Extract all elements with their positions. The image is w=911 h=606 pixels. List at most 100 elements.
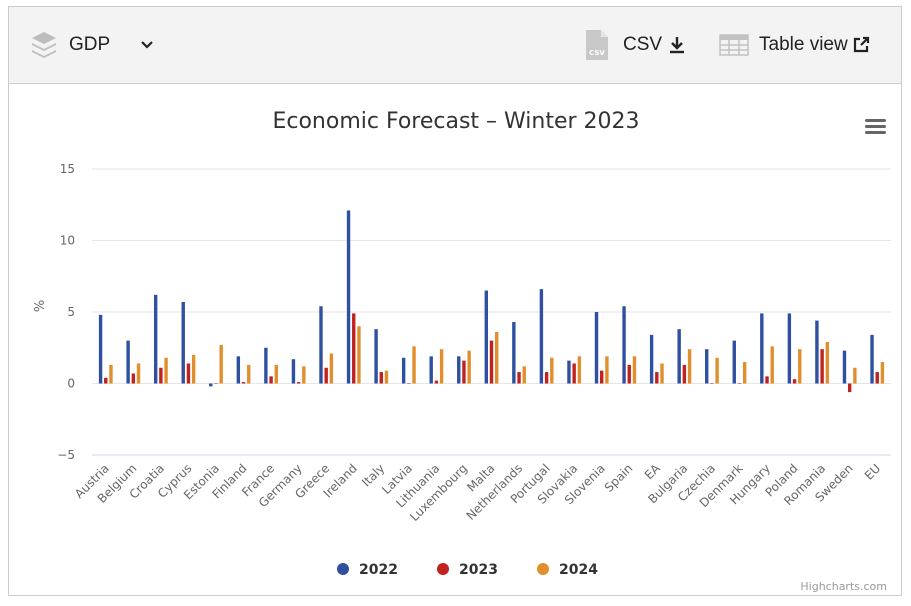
chart-menu-button[interactable] bbox=[864, 116, 886, 136]
bar-2022-spain[interactable] bbox=[622, 306, 626, 384]
bar-2023-denmark[interactable] bbox=[737, 383, 742, 385]
bar-2024-luxembourg[interactable] bbox=[467, 350, 471, 384]
bar-2022-belgium[interactable] bbox=[126, 340, 130, 384]
x-tick-label: EU bbox=[862, 461, 883, 482]
bar-2023-hungary[interactable] bbox=[765, 376, 769, 384]
indicator-dropdown[interactable]: GDP bbox=[31, 7, 154, 83]
bar-2022-italy[interactable] bbox=[374, 329, 378, 384]
bar-2023-austria[interactable] bbox=[104, 377, 108, 384]
bar-2024-germany[interactable] bbox=[302, 366, 306, 384]
bar-2023-ireland[interactable] bbox=[352, 313, 356, 384]
bar-2023-luxembourg[interactable] bbox=[462, 360, 466, 384]
bar-2024-ireland[interactable] bbox=[357, 326, 361, 384]
bar-2023-bulgaria[interactable] bbox=[682, 364, 687, 384]
bar-2022-croatia[interactable] bbox=[153, 294, 158, 384]
bar-2023-ea[interactable] bbox=[655, 372, 659, 384]
bar-2024-slovenia[interactable] bbox=[605, 356, 609, 384]
bar-2022-ireland[interactable] bbox=[346, 210, 351, 384]
bar-2023-malta[interactable] bbox=[489, 340, 494, 384]
bar-2022-latvia[interactable] bbox=[401, 357, 406, 384]
bar-2024-belgium[interactable] bbox=[136, 363, 141, 384]
bar-2022-slovenia[interactable] bbox=[594, 312, 599, 384]
bar-2022-lithuania[interactable] bbox=[429, 356, 433, 384]
legend-item-2024[interactable]: 2024 bbox=[537, 562, 598, 578]
bar-2024-austria[interactable] bbox=[109, 364, 113, 384]
bar-2023-slovenia[interactable] bbox=[600, 370, 604, 384]
bar-2024-finland[interactable] bbox=[247, 364, 251, 384]
bar-2024-romania[interactable] bbox=[825, 342, 830, 384]
bar-2022-slovakia[interactable] bbox=[567, 360, 571, 384]
bar-2024-sweden[interactable] bbox=[853, 367, 857, 384]
legend-label: 2022 bbox=[359, 562, 398, 578]
bar-2022-cyprus[interactable] bbox=[181, 301, 185, 384]
bar-2023-cyprus[interactable] bbox=[186, 363, 191, 384]
bar-2023-italy[interactable] bbox=[379, 372, 383, 384]
bar-2022-france[interactable] bbox=[264, 347, 268, 384]
bar-2022-bulgaria[interactable] bbox=[677, 329, 681, 384]
bar-2024-lithuania[interactable] bbox=[439, 349, 444, 384]
bar-2022-poland[interactable] bbox=[787, 313, 792, 384]
bar-2024-italy[interactable] bbox=[384, 370, 389, 384]
bar-2023-lithuania[interactable] bbox=[434, 380, 439, 384]
bar-2023-estonia[interactable] bbox=[214, 383, 218, 385]
bar-2024-poland[interactable] bbox=[798, 349, 802, 384]
bar-2022-malta[interactable] bbox=[484, 290, 488, 384]
bar-2022-greece[interactable] bbox=[319, 306, 323, 384]
layers-icon bbox=[32, 32, 56, 58]
legend-marker bbox=[437, 563, 449, 575]
bar-2023-belgium[interactable] bbox=[131, 373, 136, 384]
table-view-button[interactable]: Table view bbox=[719, 7, 870, 83]
bar-2024-malta[interactable] bbox=[495, 332, 499, 384]
bar-2023-latvia[interactable] bbox=[407, 383, 411, 385]
bar-2023-romania[interactable] bbox=[820, 349, 824, 384]
bar-2022-hungary[interactable] bbox=[760, 313, 764, 384]
bar-2022-sweden[interactable] bbox=[842, 350, 847, 384]
bar-2024-france[interactable] bbox=[274, 364, 278, 384]
bar-2022-austria[interactable] bbox=[98, 314, 103, 384]
bar-2023-finland[interactable] bbox=[241, 382, 246, 384]
legend-item-2022[interactable]: 2022 bbox=[337, 562, 398, 578]
bar-2024-greece[interactable] bbox=[329, 353, 334, 384]
bar-2024-spain[interactable] bbox=[632, 356, 637, 384]
bar-2023-netherlands[interactable] bbox=[517, 372, 521, 384]
bar-2024-denmark[interactable] bbox=[742, 362, 747, 384]
bar-2024-slovakia[interactable] bbox=[577, 356, 582, 384]
bar-2022-denmark[interactable] bbox=[732, 340, 736, 384]
bar-2024-hungary[interactable] bbox=[770, 346, 774, 384]
bar-2023-portugal[interactable] bbox=[544, 372, 549, 384]
bar-2023-greece[interactable] bbox=[324, 367, 328, 384]
credits-text[interactable]: Highcharts.com bbox=[800, 580, 887, 593]
bar-2024-czechia[interactable] bbox=[715, 357, 719, 384]
bar-2023-sweden[interactable] bbox=[847, 383, 852, 393]
bar-2022-eu[interactable] bbox=[870, 334, 874, 384]
bar-2024-portugal[interactable] bbox=[550, 357, 554, 384]
bar-2022-romania[interactable] bbox=[815, 320, 819, 384]
bar-2023-eu[interactable] bbox=[875, 372, 879, 384]
bar-2024-ea[interactable] bbox=[660, 363, 664, 384]
bar-2024-eu[interactable] bbox=[880, 362, 885, 384]
bar-2022-czechia[interactable] bbox=[705, 349, 709, 384]
bar-2022-ea[interactable] bbox=[649, 334, 654, 384]
bar-2023-france[interactable] bbox=[269, 376, 273, 384]
bar-2024-croatia[interactable] bbox=[164, 357, 168, 384]
bar-2022-netherlands[interactable] bbox=[512, 322, 516, 384]
bar-2023-germany[interactable] bbox=[296, 382, 301, 384]
bar-2024-estonia[interactable] bbox=[219, 344, 223, 384]
bar-2023-slovakia[interactable] bbox=[572, 363, 576, 384]
bar-2022-finland[interactable] bbox=[236, 356, 241, 384]
bar-2024-cyprus[interactable] bbox=[191, 354, 196, 384]
bar-2024-netherlands[interactable] bbox=[522, 366, 526, 384]
bar-2022-luxembourg[interactable] bbox=[457, 356, 461, 384]
bar-2023-croatia[interactable] bbox=[159, 367, 163, 384]
bar-2023-spain[interactable] bbox=[627, 364, 631, 384]
bar-2023-czechia[interactable] bbox=[710, 383, 714, 385]
bar-2022-germany[interactable] bbox=[291, 359, 296, 384]
bar-2024-latvia[interactable] bbox=[412, 346, 416, 384]
legend-item-2023[interactable]: 2023 bbox=[437, 562, 498, 578]
bar-2022-portugal[interactable] bbox=[539, 289, 544, 384]
bar-2022-estonia[interactable] bbox=[209, 383, 213, 387]
bar-2024-bulgaria[interactable] bbox=[687, 349, 692, 384]
csv-label: CSV bbox=[623, 34, 663, 55]
bar-2023-poland[interactable] bbox=[792, 379, 797, 384]
csv-download-button[interactable]: CSV CSV bbox=[585, 7, 686, 83]
